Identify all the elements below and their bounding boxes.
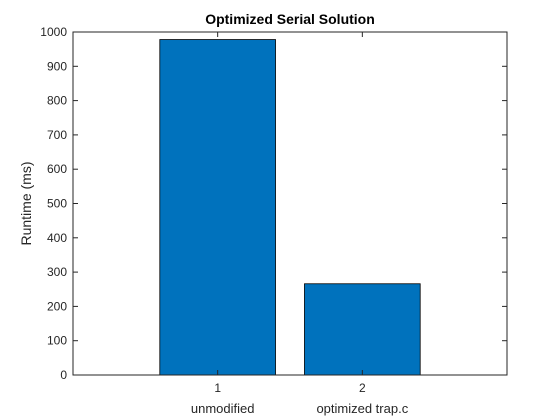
x-tick-label: 1 bbox=[214, 381, 221, 395]
category-label: optimized trap.c bbox=[316, 401, 408, 416]
bars-group bbox=[159, 39, 421, 376]
y-tick-label: 500 bbox=[47, 197, 67, 211]
bar-2 bbox=[304, 283, 421, 376]
y-tick-label: 800 bbox=[47, 94, 67, 108]
y-tick-label: 600 bbox=[47, 162, 67, 176]
plot-area bbox=[73, 32, 507, 375]
x-tick-label: 2 bbox=[359, 381, 366, 395]
chart-title: Optimized Serial Solution bbox=[205, 11, 375, 27]
y-tick-label: 700 bbox=[47, 128, 67, 142]
y-tick-label: 0 bbox=[60, 368, 67, 382]
y-tick-label: 200 bbox=[47, 299, 67, 313]
category-label: unmodified bbox=[191, 401, 255, 416]
x-ticks-group: 1 unmodified 2 optimized trap.c bbox=[191, 32, 409, 416]
y-tick-label: 1000 bbox=[40, 25, 67, 39]
y-tick-label: 400 bbox=[47, 231, 67, 245]
y-tick-label: 100 bbox=[47, 334, 67, 348]
plot-frame bbox=[72, 31, 508, 376]
y-tick-label: 900 bbox=[47, 59, 67, 73]
bar-1 bbox=[159, 39, 276, 376]
y-axis-title: Runtime (ms) bbox=[18, 161, 34, 245]
y-ticks-group: 0 100 200 300 400 500 600 700 800 900 1000 bbox=[40, 25, 507, 382]
y-tick-label: 300 bbox=[47, 265, 67, 279]
